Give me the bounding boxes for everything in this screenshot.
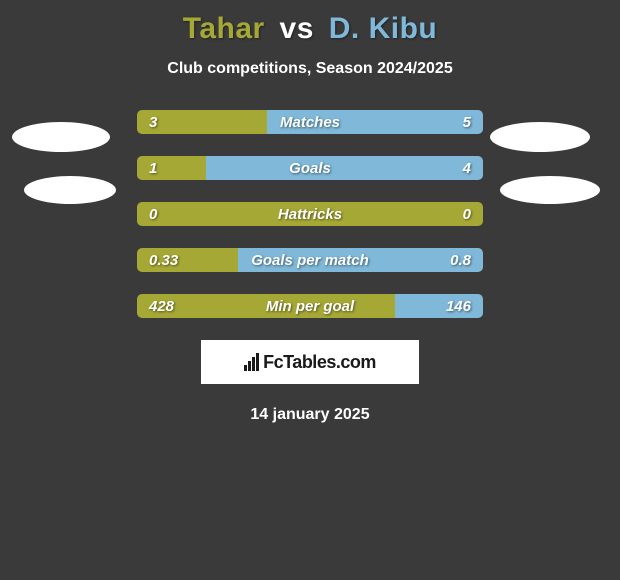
avatar-placeholder-right-1 bbox=[490, 122, 590, 152]
stat-value-right: 0.8 bbox=[450, 252, 471, 269]
brand-text: FcTables.com bbox=[263, 352, 376, 373]
avatar-placeholder-right-2 bbox=[500, 176, 600, 204]
stat-row: 3Matches5 bbox=[137, 110, 483, 134]
player2-name: D. Kibu bbox=[329, 12, 438, 45]
avatar-placeholder-left-1 bbox=[12, 122, 110, 152]
stat-row: 428Min per goal146 bbox=[137, 294, 483, 318]
stat-value-right: 5 bbox=[463, 114, 471, 131]
stat-value-right: 0 bbox=[463, 206, 471, 223]
stat-value-right: 146 bbox=[446, 298, 471, 315]
stat-value-right: 4 bbox=[463, 160, 471, 177]
stat-label: Goals per match bbox=[137, 252, 483, 269]
stat-label: Matches bbox=[137, 114, 483, 131]
stat-row: 0.33Goals per match0.8 bbox=[137, 248, 483, 272]
player1-name: Tahar bbox=[183, 12, 265, 45]
stat-label: Goals bbox=[137, 160, 483, 177]
stats-bars: 3Matches5 1Goals4 0Hattricks0 0.33Goals per… bbox=[137, 110, 483, 318]
vs-label: vs bbox=[280, 12, 314, 45]
stat-row: 1Goals4 bbox=[137, 156, 483, 180]
infographic-container: Tahar vs D. Kibu Club competitions, Seas… bbox=[0, 0, 620, 580]
brand-box: FcTables.com bbox=[201, 340, 419, 384]
subtitle: Club competitions, Season 2024/2025 bbox=[0, 60, 620, 78]
page-title: Tahar vs D. Kibu bbox=[0, 0, 620, 46]
stat-row: 0Hattricks0 bbox=[137, 202, 483, 226]
date-label: 14 january 2025 bbox=[0, 406, 620, 424]
stat-label: Min per goal bbox=[137, 298, 483, 315]
bar-chart-icon bbox=[244, 353, 259, 371]
stat-label: Hattricks bbox=[137, 206, 483, 223]
avatar-placeholder-left-2 bbox=[24, 176, 116, 204]
